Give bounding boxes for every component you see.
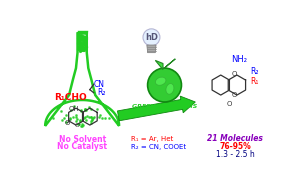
Text: R₁ = Ar, Het: R₁ = Ar, Het — [131, 136, 174, 142]
Ellipse shape — [143, 29, 160, 46]
Text: No Solvent: No Solvent — [59, 135, 106, 144]
Text: OH: OH — [69, 106, 80, 112]
Text: R₁CHO: R₁CHO — [54, 93, 87, 102]
Text: 21 Molecules: 21 Molecules — [208, 134, 263, 143]
Text: No Catalyst: No Catalyst — [57, 142, 107, 151]
Text: 76-95%: 76-95% — [220, 142, 251, 151]
Text: O: O — [227, 101, 232, 107]
Polygon shape — [45, 33, 119, 126]
Text: hD: hD — [145, 33, 158, 42]
Text: O: O — [65, 120, 70, 126]
Polygon shape — [147, 45, 156, 53]
Ellipse shape — [156, 77, 166, 85]
Text: O: O — [231, 92, 236, 98]
Circle shape — [148, 68, 181, 102]
Text: NH₂: NH₂ — [231, 55, 247, 64]
Text: R₂ = CN, COOEt: R₂ = CN, COOEt — [131, 144, 187, 150]
Polygon shape — [165, 59, 175, 68]
Text: O: O — [74, 123, 79, 128]
Text: GREEN SYNTHESIS: GREEN SYNTHESIS — [132, 104, 197, 109]
Text: O: O — [231, 71, 236, 77]
Text: 1.3 - 2.5 h: 1.3 - 2.5 h — [216, 150, 255, 159]
Text: CN: CN — [94, 80, 105, 89]
Text: R₂: R₂ — [97, 88, 105, 97]
Ellipse shape — [166, 84, 174, 94]
Polygon shape — [155, 60, 163, 70]
Text: R₁: R₁ — [250, 77, 258, 86]
FancyArrow shape — [117, 96, 195, 121]
Text: R₂: R₂ — [250, 67, 258, 76]
